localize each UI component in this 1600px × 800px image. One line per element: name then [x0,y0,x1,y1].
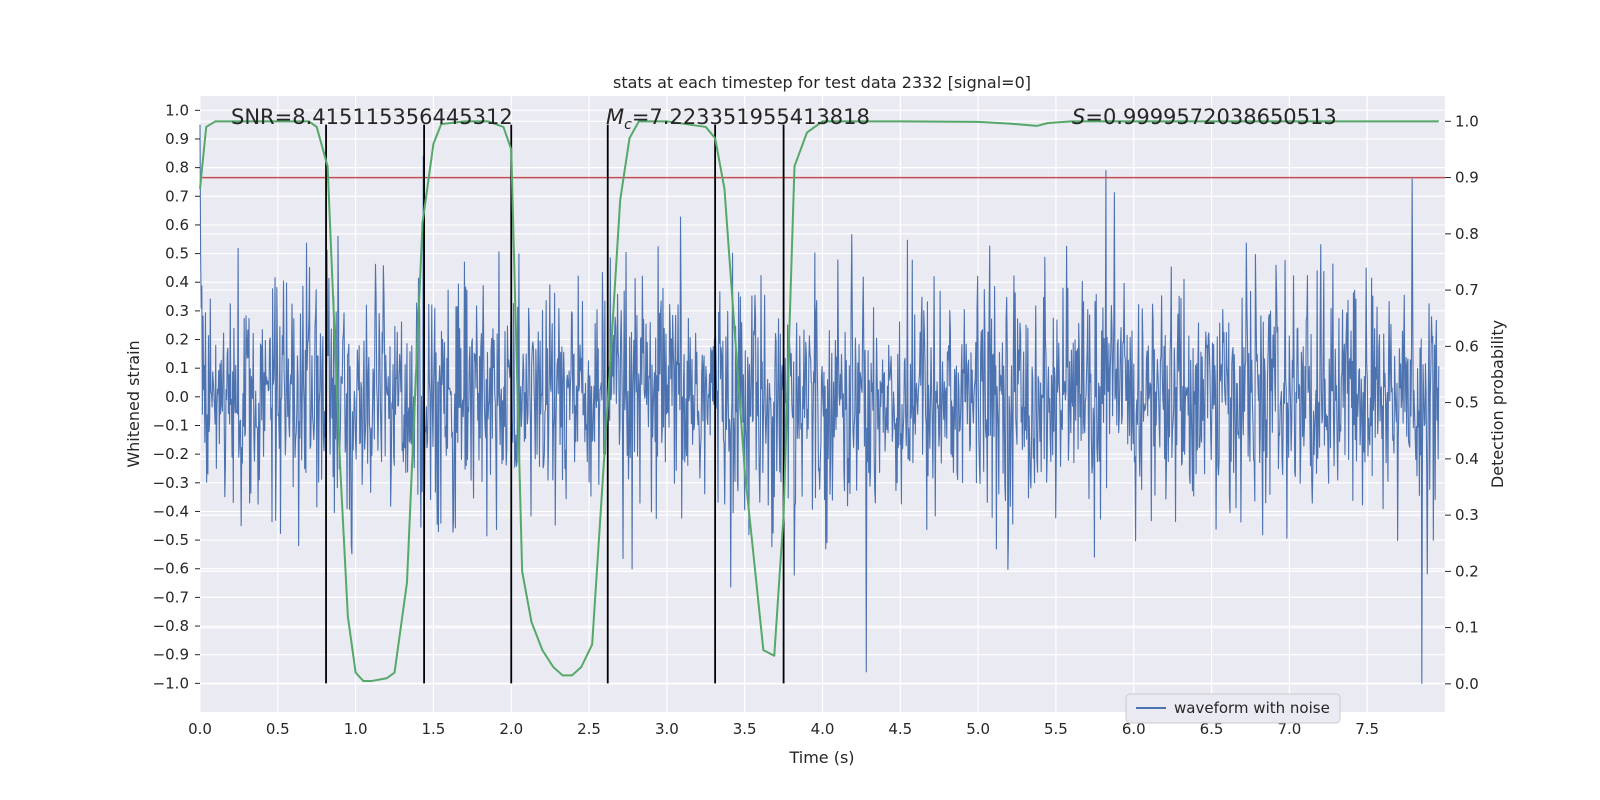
x-tick-label-7: 3.5 [733,720,757,738]
x-tick-label-8: 4.0 [811,720,835,738]
legend-label: waveform with noise [1174,699,1330,717]
chirp-mass-annotation: Mc=7.223351955413818 [606,105,870,133]
y-tick-label-20: 1.0 [165,101,189,119]
y-tick-label-8: −0.2 [153,445,189,463]
y-tick-label-4: −0.6 [153,560,189,578]
mc-symbol: M [606,105,624,129]
x-tick-label-14: 7.0 [1277,720,1301,738]
x-tick-label-15: 7.5 [1355,720,1379,738]
y2-tick-label-6: 0.6 [1455,337,1479,355]
y2-tick-label-9: 0.9 [1455,169,1479,187]
x-tick-label-1: 0.5 [266,720,290,738]
y-tick-label-17: 0.7 [165,187,189,205]
y2-tick-label-0: 0.0 [1455,675,1479,693]
y2-tick-label-2: 0.2 [1455,562,1479,580]
x-tick-label-6: 3.0 [655,720,679,738]
y2-tick-label-5: 0.5 [1455,394,1479,412]
y-tick-label-6: −0.4 [153,502,189,520]
y-tick-label-1: −0.9 [153,646,189,664]
y2-tick-label-4: 0.4 [1455,450,1479,468]
y2-tick-label-7: 0.7 [1455,281,1479,299]
legend-box [1125,693,1341,724]
x-axis-ticks: 0.0 0.5 1.0 1.5 2.0 2.5 3.0 3.5 4.0 4.5 5.0 5.5 6.0 6… [188,720,1379,738]
detection-probability-line [199,120,1439,683]
y-tick-label-7: −0.3 [153,474,189,492]
y-axis-label: Whitened strain [124,340,143,467]
y-tick-label-18: 0.8 [165,159,189,177]
y-tick-label-5: −0.5 [153,531,189,549]
y2-axis-label: Detection probability [1488,320,1507,488]
y-tick-label-19: 0.9 [165,130,189,148]
y-tick-label-0: −1.0 [153,674,189,692]
waveform-line [199,124,1440,684]
x-tick-label-12: 6.0 [1122,720,1146,738]
detection-stat-annotation: S=0.9999572038650513 [1072,105,1337,129]
y2-tick-label-1: 0.1 [1455,619,1479,637]
x-tick-label-4: 2.0 [499,720,523,738]
detection-probability-series [199,120,1439,683]
y-tick-label-12: 0.2 [165,331,189,349]
y-tick-label-2: −0.8 [153,617,189,635]
y-tick-label-11: 0.1 [165,359,189,377]
y2-tick-label-10: 1.0 [1455,112,1479,130]
x-tick-label-5: 2.5 [577,720,601,738]
y-tick-label-14: 0.4 [165,273,189,291]
x-tick-label-9: 4.5 [888,720,912,738]
y-tick-label-10: 0.0 [165,388,189,406]
s-value: =0.9999572038650513 [1085,105,1336,129]
mc-subscript: c [624,117,632,133]
x-tick-label-11: 5.5 [1044,720,1068,738]
y2-tick-label-8: 0.8 [1455,225,1479,243]
x-tick-label-10: 5.0 [966,720,990,738]
y-tick-label-9: −0.1 [153,416,189,434]
x-tick-label-13: 6.5 [1200,720,1224,738]
mc-value: =7.223351955413818 [632,105,870,129]
x-axis-label: Time (s) [788,748,854,767]
y-axis-ticks: −1.0 −0.9 −0.8 −0.7 −0.6 −0.5 −0.4 −0.3 −0.2 −0.1… [153,101,200,692]
waveform-series [199,124,1440,684]
y2-axis-ticks: 0.0 0.1 0.2 0.3 0.4 0.5 0.6 0.7 0.8 0.9 1.0 [1445,112,1479,693]
x-tick-label-3: 1.5 [422,720,446,738]
snr-annotation: SNR=8.415115356445312 [231,105,513,129]
s-symbol: S [1072,105,1085,129]
y-tick-label-15: 0.5 [165,245,189,263]
legend: waveform with noise [1125,693,1341,724]
y-tick-label-3: −0.7 [153,588,189,606]
y-tick-label-16: 0.6 [165,216,189,234]
x-tick-label-0: 0.0 [188,720,212,738]
x-tick-label-2: 1.0 [344,720,368,738]
y-tick-label-13: 0.3 [165,302,189,320]
chart-title: stats at each timestep for test data 233… [613,73,1031,92]
y2-tick-label-3: 0.3 [1455,506,1479,524]
